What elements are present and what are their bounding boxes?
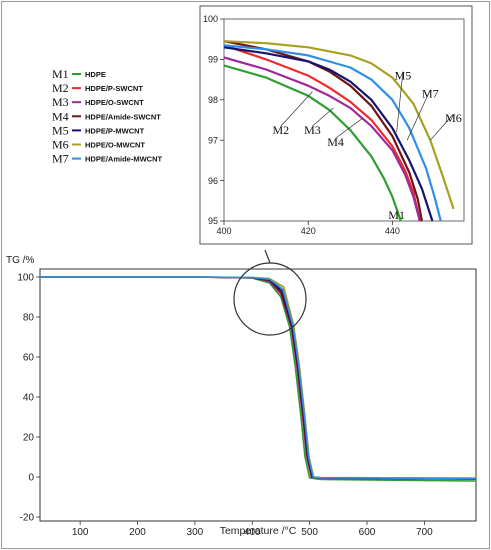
annotation-leader bbox=[430, 113, 454, 141]
y-tick-label: -20 bbox=[20, 513, 35, 524]
x-tick-label: 100 bbox=[72, 527, 89, 538]
y-tick-label: 0 bbox=[28, 473, 34, 484]
y-tick-label: 20 bbox=[23, 433, 35, 444]
annotation-m1: M1 bbox=[388, 208, 405, 222]
y-tick-label: 98 bbox=[208, 95, 218, 105]
y-tick-label: 60 bbox=[23, 353, 35, 364]
x-tick-label: 400 bbox=[216, 226, 231, 236]
y-tick-label: 80 bbox=[23, 313, 35, 324]
main-x-axis: 100 200 300 400 500 600 700 bbox=[72, 521, 433, 538]
x-tick-label: 300 bbox=[187, 527, 204, 538]
inset-series-group bbox=[223, 40, 455, 222]
legend-label: HDPE/Amide-SWCNT bbox=[85, 112, 161, 121]
x-tick-label: 600 bbox=[359, 527, 376, 538]
legend-label: HDPE bbox=[85, 70, 106, 79]
x-tick-label: 200 bbox=[129, 527, 146, 538]
series-line-m1 bbox=[223, 64, 402, 222]
legend: M1 HDPE M2 HDPE/P-SWCNT M3 HDPE/O-SWCNT M4 HDPE… bbox=[52, 67, 162, 166]
annotation-m4: M4 bbox=[327, 135, 344, 149]
annotation-m2: M2 bbox=[273, 123, 290, 137]
y-tick-label: 100 bbox=[17, 273, 34, 284]
inset-chart: 400 420 440 95 96 97 98 99 100 M1 M2 M3 M4 M5 M7 M6 bbox=[199, 5, 473, 245]
series-line-m5 bbox=[223, 46, 434, 222]
legend-label: HDPE/O-MWCNT bbox=[85, 141, 145, 150]
y-tick-label: 95 bbox=[208, 216, 218, 226]
x-tick-label: 500 bbox=[301, 527, 318, 538]
main-series-group bbox=[40, 276, 477, 482]
legend-code: M1 bbox=[52, 67, 69, 81]
inset-y-axis: 95 96 97 98 99 100 bbox=[203, 14, 224, 226]
x-axis-title: Temperature /°C bbox=[220, 525, 297, 537]
annotation-leader bbox=[396, 71, 404, 133]
annotation-leader bbox=[280, 91, 313, 127]
legend-label: HDPE/P-SWCNT bbox=[85, 84, 143, 93]
y-tick-label: 97 bbox=[208, 135, 218, 145]
annotation-leader bbox=[335, 117, 364, 139]
series-line-m7 bbox=[40, 276, 477, 480]
legend-code: M3 bbox=[52, 95, 69, 109]
series-line-m3 bbox=[223, 56, 421, 222]
annotation-m5: M5 bbox=[395, 69, 412, 83]
series-line-m2 bbox=[223, 44, 421, 222]
series-line-m4 bbox=[223, 40, 423, 222]
x-tick-label: 420 bbox=[301, 226, 316, 236]
y-tick-label: 100 bbox=[203, 14, 218, 24]
inset-annotations: M1 M2 M3 M4 M5 M7 M6 bbox=[273, 69, 462, 222]
legend-label: HDPE/Amide-MWCNT bbox=[85, 155, 162, 164]
main-chart: 100 200 300 400 500 600 700 -20 0 20 40 60 80 100 TG… bbox=[6, 255, 477, 538]
legend-code: M2 bbox=[52, 81, 69, 95]
legend-code: M6 bbox=[52, 138, 69, 152]
series-line-m7 bbox=[223, 44, 442, 222]
x-tick-label: 400 bbox=[244, 527, 261, 538]
annotation-leader bbox=[406, 89, 431, 141]
x-tick-label: 700 bbox=[416, 527, 433, 538]
y-axis-title: TG /% bbox=[6, 255, 34, 266]
y-tick-label: 99 bbox=[208, 55, 218, 65]
annotation-leader bbox=[312, 107, 334, 127]
y-tick-label: 40 bbox=[23, 393, 35, 404]
annotation-m6: M6 bbox=[445, 111, 462, 125]
zoom-connector bbox=[264, 249, 271, 264]
legend-label: HDPE/P-MWCNT bbox=[85, 126, 145, 135]
legend-label: HDPE/O-SWCNT bbox=[85, 98, 144, 107]
main-plot-area bbox=[39, 268, 477, 522]
legend-code: M7 bbox=[52, 152, 69, 166]
main-y-axis: -20 0 20 40 60 80 100 bbox=[17, 273, 40, 524]
legend-code: M5 bbox=[52, 123, 69, 137]
y-tick-label: 96 bbox=[208, 176, 218, 186]
x-tick-label: 440 bbox=[385, 226, 400, 236]
annotation-m7: M7 bbox=[422, 87, 439, 101]
legend-code: M4 bbox=[52, 109, 69, 123]
annotation-m3: M3 bbox=[304, 123, 321, 137]
series-line-m6 bbox=[223, 40, 455, 210]
inset-x-axis: 400 420 440 bbox=[216, 221, 400, 236]
